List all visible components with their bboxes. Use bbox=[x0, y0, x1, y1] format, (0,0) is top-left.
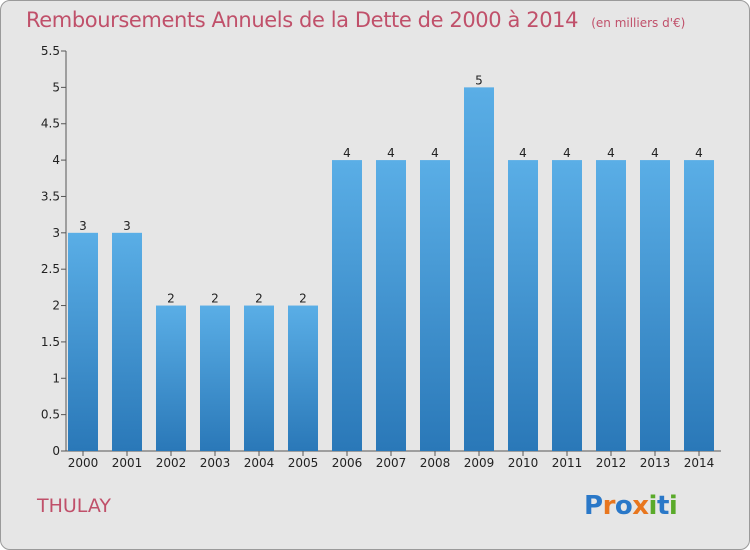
bar-value-label: 4 bbox=[563, 146, 571, 160]
logo-letter: i bbox=[668, 491, 678, 521]
bar-2001 bbox=[112, 232, 142, 451]
x-tick-label: 2014 bbox=[684, 456, 715, 470]
x-tick-label: 2010 bbox=[508, 456, 539, 470]
bar-value-label: 4 bbox=[651, 146, 659, 160]
x-tick-label: 2013 bbox=[640, 456, 671, 470]
y-tick-label: 1.5 bbox=[41, 335, 60, 349]
bar-value-label: 3 bbox=[79, 219, 87, 233]
x-tick-label: 2005 bbox=[288, 456, 319, 470]
y-tick-label: 4.5 bbox=[41, 117, 60, 131]
logo-letter: t bbox=[656, 491, 669, 521]
bar-2012 bbox=[596, 160, 626, 451]
bar-value-label: 4 bbox=[343, 146, 351, 160]
y-tick-label: 5 bbox=[52, 80, 60, 94]
logo-letter: r bbox=[602, 491, 616, 521]
y-tick-label: 2 bbox=[52, 299, 60, 313]
bar-2005 bbox=[288, 305, 318, 451]
bar-value-label: 2 bbox=[255, 292, 263, 306]
bar-value-label: 3 bbox=[123, 219, 131, 233]
y-tick-label: 5.5 bbox=[41, 44, 60, 58]
bar-2009 bbox=[464, 87, 494, 451]
bar-value-label: 4 bbox=[387, 146, 395, 160]
bar-2002 bbox=[156, 305, 186, 451]
bar-2010 bbox=[508, 160, 538, 451]
data-labels: 3 3 2 2 2 2 4 4 4 5 4 4 4 4 4 bbox=[79, 73, 703, 305]
y-tick-label: 1 bbox=[52, 371, 60, 385]
y-tick-label: 4 bbox=[52, 153, 60, 167]
y-tick-label: 3 bbox=[52, 226, 60, 240]
x-axis: 2000 2001 2002 2003 2004 2005 2006 2007 2008 2009… bbox=[66, 450, 721, 470]
x-tick-label: 2007 bbox=[376, 456, 407, 470]
bar-2006 bbox=[332, 160, 362, 451]
bar-value-label: 2 bbox=[167, 292, 175, 306]
bar-value-label: 4 bbox=[519, 146, 527, 160]
bar-value-label: 2 bbox=[299, 292, 307, 306]
bar-2011 bbox=[552, 160, 582, 451]
bar-value-label: 4 bbox=[607, 146, 615, 160]
x-tick-label: 2006 bbox=[332, 456, 363, 470]
y-tick-label: 0.5 bbox=[41, 408, 60, 422]
logo-letter: i bbox=[648, 491, 658, 521]
bars bbox=[68, 87, 714, 451]
x-tick-label: 2000 bbox=[68, 456, 99, 470]
logo-letter: x bbox=[632, 491, 649, 521]
bar-2007 bbox=[376, 160, 406, 451]
logo-letter: P bbox=[584, 491, 603, 521]
bar-2004 bbox=[244, 305, 274, 451]
bar-value-label: 4 bbox=[695, 146, 703, 160]
proxiti-logo: Proxiti bbox=[584, 491, 678, 521]
logo-letter: o bbox=[614, 491, 633, 521]
x-tick-label: 2008 bbox=[420, 456, 451, 470]
bar-2003 bbox=[200, 305, 230, 451]
bar-2013 bbox=[640, 160, 670, 451]
y-tick-label: 0 bbox=[52, 444, 60, 458]
y-tick-label: 3.5 bbox=[41, 189, 60, 203]
y-axis: 0 0.5 1 1.5 2 2.5 3 3.5 4 4.5 5 5.5 bbox=[41, 44, 67, 458]
bar-2000 bbox=[68, 232, 98, 451]
bar-value-label: 4 bbox=[431, 146, 439, 160]
x-tick-label: 2001 bbox=[112, 456, 143, 470]
chart-title: Remboursements Annuels de la Dette de 20… bbox=[26, 8, 579, 32]
x-tick-label: 2004 bbox=[244, 456, 275, 470]
bar-2008 bbox=[420, 160, 450, 451]
chart-subtitle: (en milliers d'€) bbox=[591, 16, 686, 30]
x-tick-label: 2009 bbox=[464, 456, 495, 470]
bar-2014 bbox=[684, 160, 714, 451]
x-tick-label: 2012 bbox=[596, 456, 627, 470]
x-tick-label: 2002 bbox=[156, 456, 187, 470]
x-tick-label: 2003 bbox=[200, 456, 231, 470]
bar-value-label: 2 bbox=[211, 292, 219, 306]
chart-title-row: Remboursements Annuels de la Dette de 20… bbox=[26, 8, 685, 32]
x-tick-label: 2011 bbox=[552, 456, 583, 470]
bar-value-label: 5 bbox=[475, 73, 483, 87]
commune-name: THULAY bbox=[37, 495, 111, 517]
y-tick-label: 2.5 bbox=[41, 262, 60, 276]
